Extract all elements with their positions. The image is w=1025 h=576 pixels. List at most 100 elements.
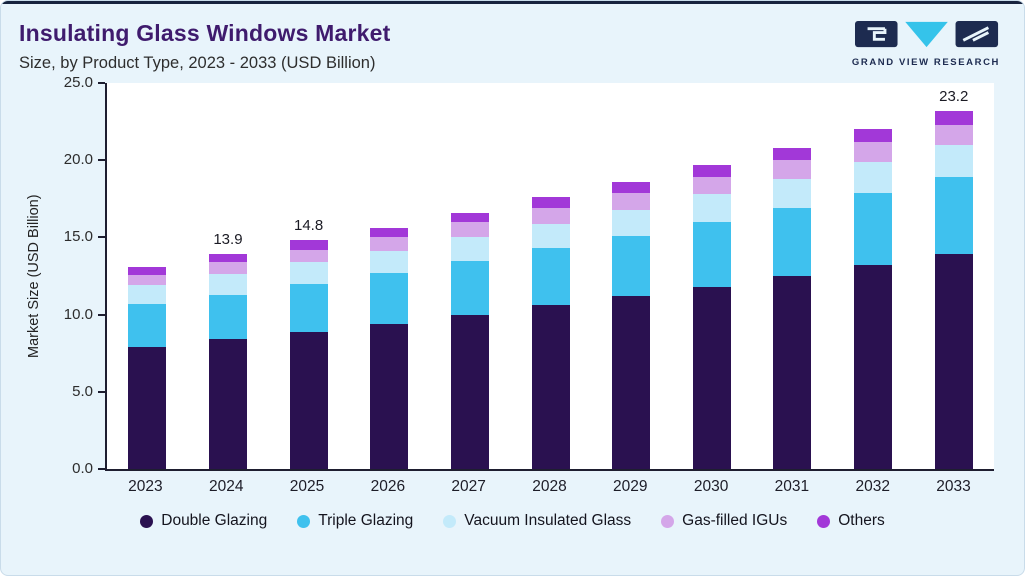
y-axis: 0.0 5.0 10.0 15.0 20.0 25.0 [51, 74, 105, 477]
bar-segment-vacuum-insulated-glass [531, 223, 570, 249]
legend-marker-icon [661, 514, 675, 528]
bar-segment-triple-glazing [289, 283, 328, 332]
x-tick-label-2023: 2023 [128, 478, 163, 495]
stacked-bar-2031 [773, 147, 812, 469]
bar-segment-others [370, 228, 409, 238]
y-tick-label: 10.0 [63, 305, 93, 323]
stacked-bar-2029 [612, 181, 651, 469]
bar-segment-double-glazing [612, 296, 651, 469]
bar-cell-2024: 13.9 [188, 83, 269, 469]
bar-cell-2031 [752, 83, 833, 469]
legend-marker-icon [140, 514, 154, 528]
stacked-bar-2030 [692, 164, 731, 469]
bar-segment-vacuum-insulated-glass [128, 285, 167, 304]
bar-segment-triple-glazing [531, 248, 570, 306]
stacked-bar-2027 [450, 212, 489, 469]
y-tick-label: 20.0 [63, 151, 93, 169]
bar-segment-gas-filled-igus [854, 141, 893, 162]
x-tick-cell: 2029 [590, 478, 671, 496]
legend-marker-icon [443, 514, 457, 528]
bar-segment-vacuum-insulated-glass [934, 144, 973, 178]
bar-cell-2026 [349, 83, 430, 469]
bar-cell-2023 [107, 83, 188, 469]
bar-segment-vacuum-insulated-glass [692, 194, 731, 223]
bar-cell-2025: 14.8 [268, 83, 349, 469]
bar-cell-2027 [430, 83, 511, 469]
bar-segment-gas-filled-igus [692, 177, 731, 195]
grand-view-research-logo: GRAND VIEW RESEARCH [852, 20, 1000, 68]
x-tick-cell: 2026 [347, 478, 428, 496]
bar-segment-triple-glazing [854, 192, 893, 266]
bar-segment-others [531, 197, 570, 209]
x-tick-label-2026: 2026 [370, 478, 406, 495]
bar-segment-vacuum-insulated-glass [612, 209, 651, 236]
x-tick-label-2030: 2030 [693, 478, 729, 495]
bar-segment-triple-glazing [612, 235, 651, 297]
bar-segment-triple-glazing [692, 222, 731, 287]
y-tick-mark [98, 82, 105, 84]
legend-label: Vacuum Insulated Glass [464, 512, 632, 529]
bar-segment-gas-filled-igus [289, 249, 328, 263]
x-tick-label-2027: 2027 [451, 478, 486, 495]
bar-segment-others [450, 212, 489, 223]
stacked-bar-2028 [531, 197, 570, 469]
y-tick-label: 5.0 [72, 382, 93, 400]
x-tick-cell: 2033 [913, 478, 994, 496]
bar-segment-vacuum-insulated-glass [450, 237, 489, 261]
legend-label: Triple Glazing [318, 512, 414, 529]
legend-item-double-glazing: Double Glazing [140, 512, 267, 530]
x-tick-label-2028: 2028 [532, 478, 567, 495]
x-tick-label-2025: 2025 [289, 478, 325, 495]
legend-label: Others [838, 512, 885, 529]
bar-segment-gas-filled-igus [773, 160, 812, 179]
bar-segment-triple-glazing [128, 303, 167, 347]
stacked-bar-2033: 23.2 [934, 87, 973, 469]
bar-segment-vacuum-insulated-glass [773, 178, 812, 209]
plot-area: 13.9 14.8 23.2 [105, 83, 994, 471]
y-tick-label: 25.0 [63, 74, 93, 91]
bar-cell-2029 [591, 83, 672, 469]
bar-value-label-2025: 14.8 [293, 217, 324, 235]
bar-segment-gas-filled-igus [531, 208, 570, 224]
y-tick-mark [98, 159, 105, 162]
bar-segment-gas-filled-igus [208, 262, 247, 275]
legend-marker-icon [297, 514, 311, 528]
x-tick-label-2029: 2029 [613, 478, 648, 495]
bar-value-label-2033: 23.2 [939, 87, 969, 105]
bar-cell-2030 [671, 83, 752, 469]
bar-segment-others [612, 181, 651, 193]
bar-segment-double-glazing [531, 305, 570, 469]
bar-cell-2028 [510, 83, 591, 469]
legend-item-others: Others [817, 512, 885, 530]
chart-area: Market Size (USD Billion) 0.0 5.0 10.0 15.0… [1, 74, 1024, 503]
chart-header: Insulating Glass Windows Market Size, by… [1, 4, 1024, 73]
bar-segment-others [128, 266, 167, 275]
bar-segment-double-glazing [370, 323, 409, 469]
x-tick-cell: 2024 [186, 478, 267, 496]
x-tick-cell: 2027 [428, 478, 509, 496]
bar-segment-gas-filled-igus [370, 237, 409, 252]
title-block: Insulating Glass Windows Market Size, by… [19, 20, 391, 73]
y-axis-title: Market Size (USD Billion) [26, 194, 42, 358]
bar-segment-others [289, 240, 328, 250]
y-tick-mark [98, 390, 105, 393]
bar-segment-double-glazing [934, 254, 973, 469]
bar-segment-triple-glazing [773, 208, 812, 276]
bar-cell-2033: 23.2 [913, 83, 994, 469]
x-tick-label-2031: 2031 [774, 478, 810, 495]
bar-segment-double-glazing [208, 339, 247, 469]
bar-segment-others [773, 147, 812, 161]
x-tick-label-2033: 2033 [936, 478, 971, 495]
stacked-bar-2032 [854, 129, 893, 469]
bar-segment-vacuum-insulated-glass [208, 274, 247, 295]
stacked-bar-2025: 14.8 [289, 217, 328, 469]
bar-segment-double-glazing [289, 331, 328, 469]
x-tick-cell: 2025 [267, 478, 348, 496]
bar-segment-triple-glazing [934, 177, 973, 255]
legend-marker-icon [817, 514, 831, 528]
bar-segment-triple-glazing [450, 260, 489, 315]
y-tick-label: 15.0 [63, 228, 93, 246]
x-tick-cell: 2031 [752, 478, 833, 496]
legend-item-gas-filled-igus: Gas-filled IGUs [661, 512, 787, 530]
x-tick-cell: 2030 [671, 478, 752, 496]
